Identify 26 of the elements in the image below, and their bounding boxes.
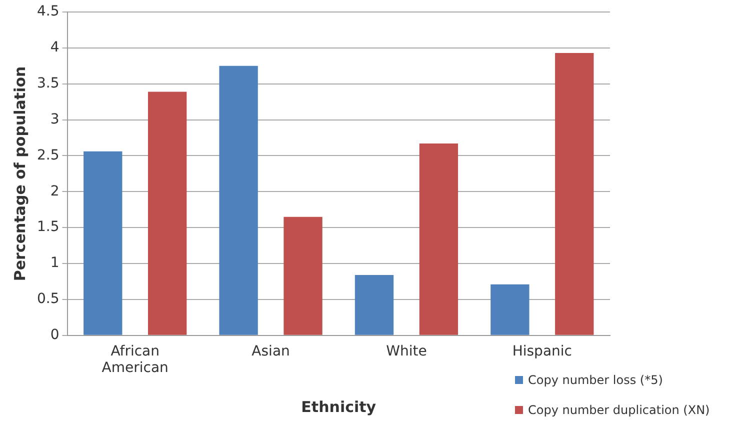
y-tick-label: 1 [50, 255, 60, 272]
x-tick-label: African American [102, 343, 168, 376]
y-tick-label: 2.5 [37, 147, 60, 164]
x-tick-label: Hispanic [512, 343, 572, 360]
y-tick-label: 0 [50, 327, 60, 344]
bar [490, 284, 530, 335]
bar [219, 66, 258, 335]
bar [84, 151, 122, 335]
bar [284, 216, 322, 335]
y-axis-title: Percentage of population [10, 66, 29, 282]
x-tick-label: Asian [252, 343, 290, 360]
bar [419, 144, 458, 335]
y-tick-label: 4 [50, 40, 60, 56]
bar [354, 275, 394, 335]
y-tick-label: 3 [50, 111, 60, 128]
legend-label: Copy number loss (*5) [528, 373, 663, 387]
legend-label: Copy number duplication (XN) [528, 403, 710, 417]
bar [555, 52, 594, 335]
y-tick-label: 2 [50, 183, 60, 200]
y-tick-label: 0.5 [37, 291, 60, 308]
y-tick-label: 4.5 [37, 4, 60, 20]
y-tick-label: 1.5 [37, 219, 60, 236]
x-tick-label: White [386, 343, 427, 360]
y-tick-label: 3.5 [37, 76, 60, 92]
x-axis-title: Ethnicity [301, 398, 376, 416]
bar [148, 92, 187, 335]
